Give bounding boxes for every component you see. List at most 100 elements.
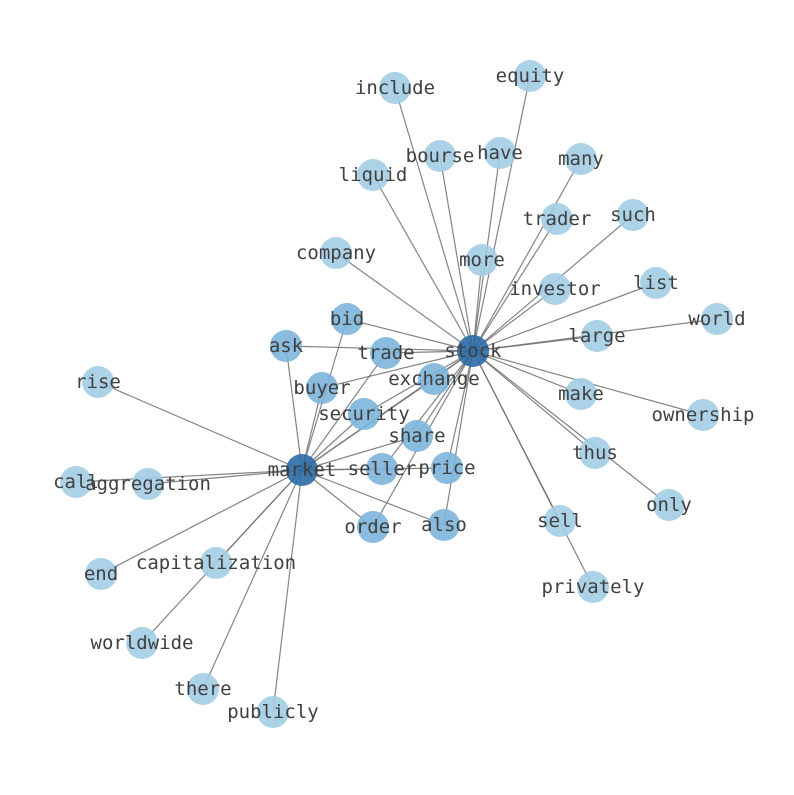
edge-stock-thus bbox=[472, 350, 596, 454]
edge-stock-make bbox=[472, 350, 582, 395]
node-thus[interactable] bbox=[579, 437, 611, 469]
edge-market-rise bbox=[97, 381, 303, 471]
node-label-make: make bbox=[558, 383, 604, 405]
node-label-bid: bid bbox=[330, 308, 364, 330]
node-security[interactable] bbox=[348, 398, 380, 430]
node-company[interactable] bbox=[320, 237, 352, 269]
node-have[interactable] bbox=[484, 137, 516, 169]
node-label-share: share bbox=[388, 425, 445, 447]
node-label-market: market bbox=[268, 459, 337, 481]
node-ask[interactable] bbox=[270, 330, 302, 362]
edge-market-publicly bbox=[272, 469, 303, 713]
node-label-trader: trader bbox=[523, 208, 592, 230]
node-publicly[interactable] bbox=[257, 696, 289, 728]
node-capitalization[interactable] bbox=[200, 547, 232, 579]
node-order[interactable] bbox=[357, 511, 389, 543]
node-there[interactable] bbox=[187, 673, 219, 705]
node-call[interactable] bbox=[60, 466, 92, 498]
edge-stock-trader bbox=[472, 218, 558, 352]
node-equity[interactable] bbox=[514, 60, 546, 92]
edge-stock-privately bbox=[472, 350, 594, 588]
node-trader[interactable] bbox=[541, 203, 573, 235]
node-label-worldwide: worldwide bbox=[91, 632, 194, 654]
node-worldwide[interactable] bbox=[126, 627, 158, 659]
node-label-also: also bbox=[421, 514, 467, 536]
node-seller[interactable] bbox=[366, 453, 398, 485]
node-large[interactable] bbox=[581, 320, 613, 352]
edge-market-there bbox=[202, 469, 303, 690]
node-label-many: many bbox=[558, 148, 604, 170]
edge-stock-many bbox=[472, 158, 582, 352]
edge-stock-seller bbox=[381, 350, 474, 470]
node-liquid[interactable] bbox=[357, 159, 389, 191]
node-label-such: such bbox=[610, 204, 656, 226]
node-label-publicly: publicly bbox=[227, 701, 319, 723]
node-bourse[interactable] bbox=[424, 140, 456, 172]
node-share[interactable] bbox=[401, 420, 433, 452]
node-label-ask: ask bbox=[269, 335, 304, 357]
node-end[interactable] bbox=[85, 558, 117, 590]
edge-stock-company bbox=[335, 252, 474, 352]
node-label-include: include bbox=[355, 77, 435, 99]
node-label-there: there bbox=[174, 678, 231, 700]
node-layer bbox=[60, 60, 733, 728]
node-label-seller: seller bbox=[348, 458, 417, 480]
node-label-list: list bbox=[633, 272, 679, 294]
node-label-large: large bbox=[568, 325, 625, 347]
node-label-only: only bbox=[646, 494, 692, 516]
edge-stock-bid bbox=[346, 318, 474, 352]
node-label-bourse: bourse bbox=[406, 145, 475, 167]
node-label-stock: stock bbox=[444, 340, 502, 362]
node-more[interactable] bbox=[466, 244, 498, 276]
node-aggregation[interactable] bbox=[132, 468, 164, 500]
edge-stock-include bbox=[394, 87, 474, 352]
node-ownership[interactable] bbox=[687, 399, 719, 431]
node-label-price: price bbox=[418, 457, 475, 479]
node-label-trade: trade bbox=[357, 342, 414, 364]
node-label-exchange: exchange bbox=[388, 368, 480, 390]
edge-stock-price bbox=[446, 350, 474, 469]
node-exchange[interactable] bbox=[418, 363, 450, 395]
node-label-order: order bbox=[344, 516, 401, 538]
node-trade[interactable] bbox=[370, 337, 402, 369]
node-stock[interactable] bbox=[457, 335, 489, 367]
node-bid[interactable] bbox=[331, 303, 363, 335]
edge-stock-large bbox=[472, 335, 598, 352]
node-rise[interactable] bbox=[82, 366, 114, 398]
node-label-liquid: liquid bbox=[339, 164, 408, 186]
node-sell[interactable] bbox=[544, 505, 576, 537]
node-many[interactable] bbox=[565, 143, 597, 175]
node-label-rise: rise bbox=[75, 371, 121, 393]
node-investor[interactable] bbox=[539, 273, 571, 305]
node-label-world: world bbox=[688, 308, 745, 330]
node-label-equity: equity bbox=[496, 65, 565, 87]
edge-stock-share bbox=[416, 350, 474, 437]
edge-market-trade bbox=[301, 352, 387, 471]
node-label-more: more bbox=[459, 249, 505, 271]
node-market[interactable] bbox=[286, 454, 318, 486]
edge-stock-liquid bbox=[372, 174, 474, 352]
node-label-investor: investor bbox=[509, 278, 601, 300]
edge-stock-also bbox=[443, 350, 474, 526]
node-only[interactable] bbox=[653, 489, 685, 521]
node-also[interactable] bbox=[428, 509, 460, 541]
node-label-aggregation: aggregation bbox=[85, 473, 211, 495]
edge-market-aggregation bbox=[147, 469, 303, 485]
node-such[interactable] bbox=[617, 199, 649, 231]
node-world[interactable] bbox=[701, 303, 733, 335]
node-price[interactable] bbox=[431, 452, 463, 484]
edge-market-ask bbox=[285, 345, 303, 471]
edge-stock-investor bbox=[472, 288, 556, 352]
node-list[interactable] bbox=[640, 267, 672, 299]
node-label-thus: thus bbox=[572, 442, 618, 464]
node-privately[interactable] bbox=[577, 571, 609, 603]
node-label-company: company bbox=[296, 242, 376, 264]
node-buyer[interactable] bbox=[306, 372, 338, 404]
node-make[interactable] bbox=[565, 378, 597, 410]
edge-stock-only bbox=[472, 350, 670, 506]
node-label-sell: sell bbox=[537, 510, 583, 532]
node-label-security: security bbox=[318, 403, 410, 425]
node-include[interactable] bbox=[379, 72, 411, 104]
